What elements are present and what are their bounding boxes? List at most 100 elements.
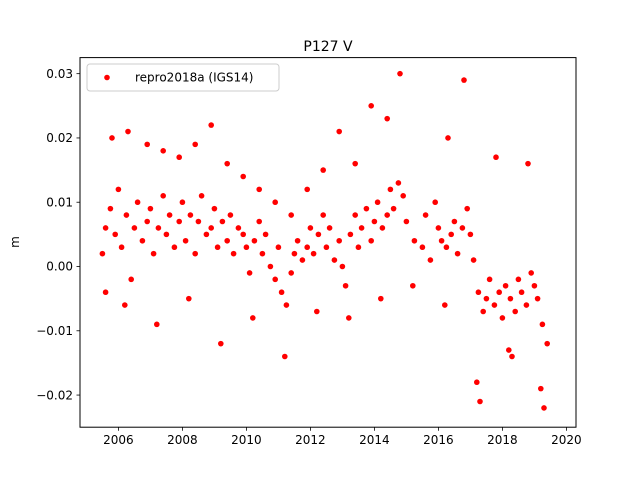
data-point (224, 237, 230, 244)
data-point (240, 173, 246, 180)
data-point (539, 321, 546, 328)
data-point (474, 379, 480, 386)
data-point (262, 231, 269, 238)
data-point (336, 237, 343, 244)
data-point (506, 347, 512, 353)
data-point (378, 295, 384, 302)
data-point (323, 244, 330, 251)
data-point (512, 308, 518, 315)
data-point (538, 385, 544, 392)
data-point (176, 154, 182, 161)
data-point (544, 340, 550, 347)
data-point (438, 237, 445, 244)
data-point (352, 212, 359, 218)
data-point (395, 180, 402, 186)
data-point (326, 225, 333, 231)
data-point (427, 257, 434, 263)
legend-box (86, 63, 280, 92)
data-point (147, 205, 154, 212)
data-point (448, 231, 455, 238)
data-point (339, 263, 346, 270)
x-tick-label: 2010 (231, 433, 262, 447)
data-point (390, 205, 397, 212)
data-point (155, 225, 162, 231)
data-point (443, 244, 450, 251)
data-point (219, 218, 226, 225)
data-point (187, 212, 194, 218)
data-point (288, 270, 295, 276)
data-point (475, 289, 482, 296)
x-tick-label: 2020 (551, 433, 582, 447)
data-point (307, 225, 314, 231)
data-point (493, 154, 499, 161)
data-point (243, 244, 250, 251)
data-point (515, 276, 522, 283)
data-point (203, 231, 210, 238)
data-point (320, 212, 327, 218)
data-point (192, 141, 198, 148)
data-point (128, 276, 134, 283)
data-point (507, 295, 514, 302)
data-point (278, 289, 285, 296)
data-point (518, 289, 525, 296)
data-point (214, 244, 221, 251)
data-point (235, 225, 242, 231)
data-point (496, 289, 503, 296)
data-point (363, 205, 370, 212)
data-point (379, 225, 386, 231)
legend[interactable]: repro2018a (IGS14) (86, 63, 280, 92)
data-point (541, 405, 547, 411)
data-point (310, 250, 317, 257)
data-point (240, 231, 246, 238)
data-point (275, 244, 282, 251)
data-point (267, 263, 274, 270)
data-point (419, 244, 426, 251)
data-point (176, 218, 182, 225)
data-point (272, 276, 279, 283)
data-point (272, 199, 279, 206)
data-point (256, 186, 263, 193)
data-point (198, 193, 205, 199)
data-point (346, 315, 352, 321)
data-point (368, 237, 375, 244)
data-point (304, 186, 311, 193)
data-point (118, 244, 125, 251)
data-point (139, 237, 146, 244)
data-point (525, 160, 531, 167)
scatter-points (99, 70, 550, 411)
data-point (403, 218, 410, 225)
data-point (384, 115, 391, 122)
data-point (102, 289, 109, 296)
data-point (499, 315, 506, 321)
data-point (224, 160, 230, 167)
data-point (115, 186, 122, 193)
data-point (294, 237, 301, 244)
data-point (282, 353, 288, 360)
data-point (509, 353, 515, 360)
data-point (160, 193, 166, 199)
data-point (283, 302, 290, 308)
data-point (315, 231, 322, 238)
data-point (250, 315, 256, 321)
data-point (410, 282, 416, 289)
y-axis: −0.02 −0.01 0.00 0.01 0.02 0.03 (36, 67, 80, 402)
data-point (208, 225, 214, 231)
data-point (230, 250, 237, 257)
data-point (208, 122, 214, 128)
data-point (331, 257, 338, 263)
y-tick-label: 0.00 (46, 260, 73, 274)
data-point (422, 212, 429, 218)
data-point (299, 257, 306, 263)
data-point (445, 135, 451, 141)
data-point (171, 244, 178, 251)
y-tick-label: 0.03 (46, 67, 73, 81)
data-point (336, 128, 343, 135)
x-axis: 2006 2008 2010 2012 2014 2016 2018 2020 (103, 427, 582, 447)
data-point (160, 148, 166, 154)
data-point (218, 340, 224, 347)
data-point (288, 212, 295, 218)
data-point (131, 225, 138, 231)
data-point (347, 231, 354, 238)
data-point (454, 250, 461, 257)
data-point (211, 205, 218, 212)
